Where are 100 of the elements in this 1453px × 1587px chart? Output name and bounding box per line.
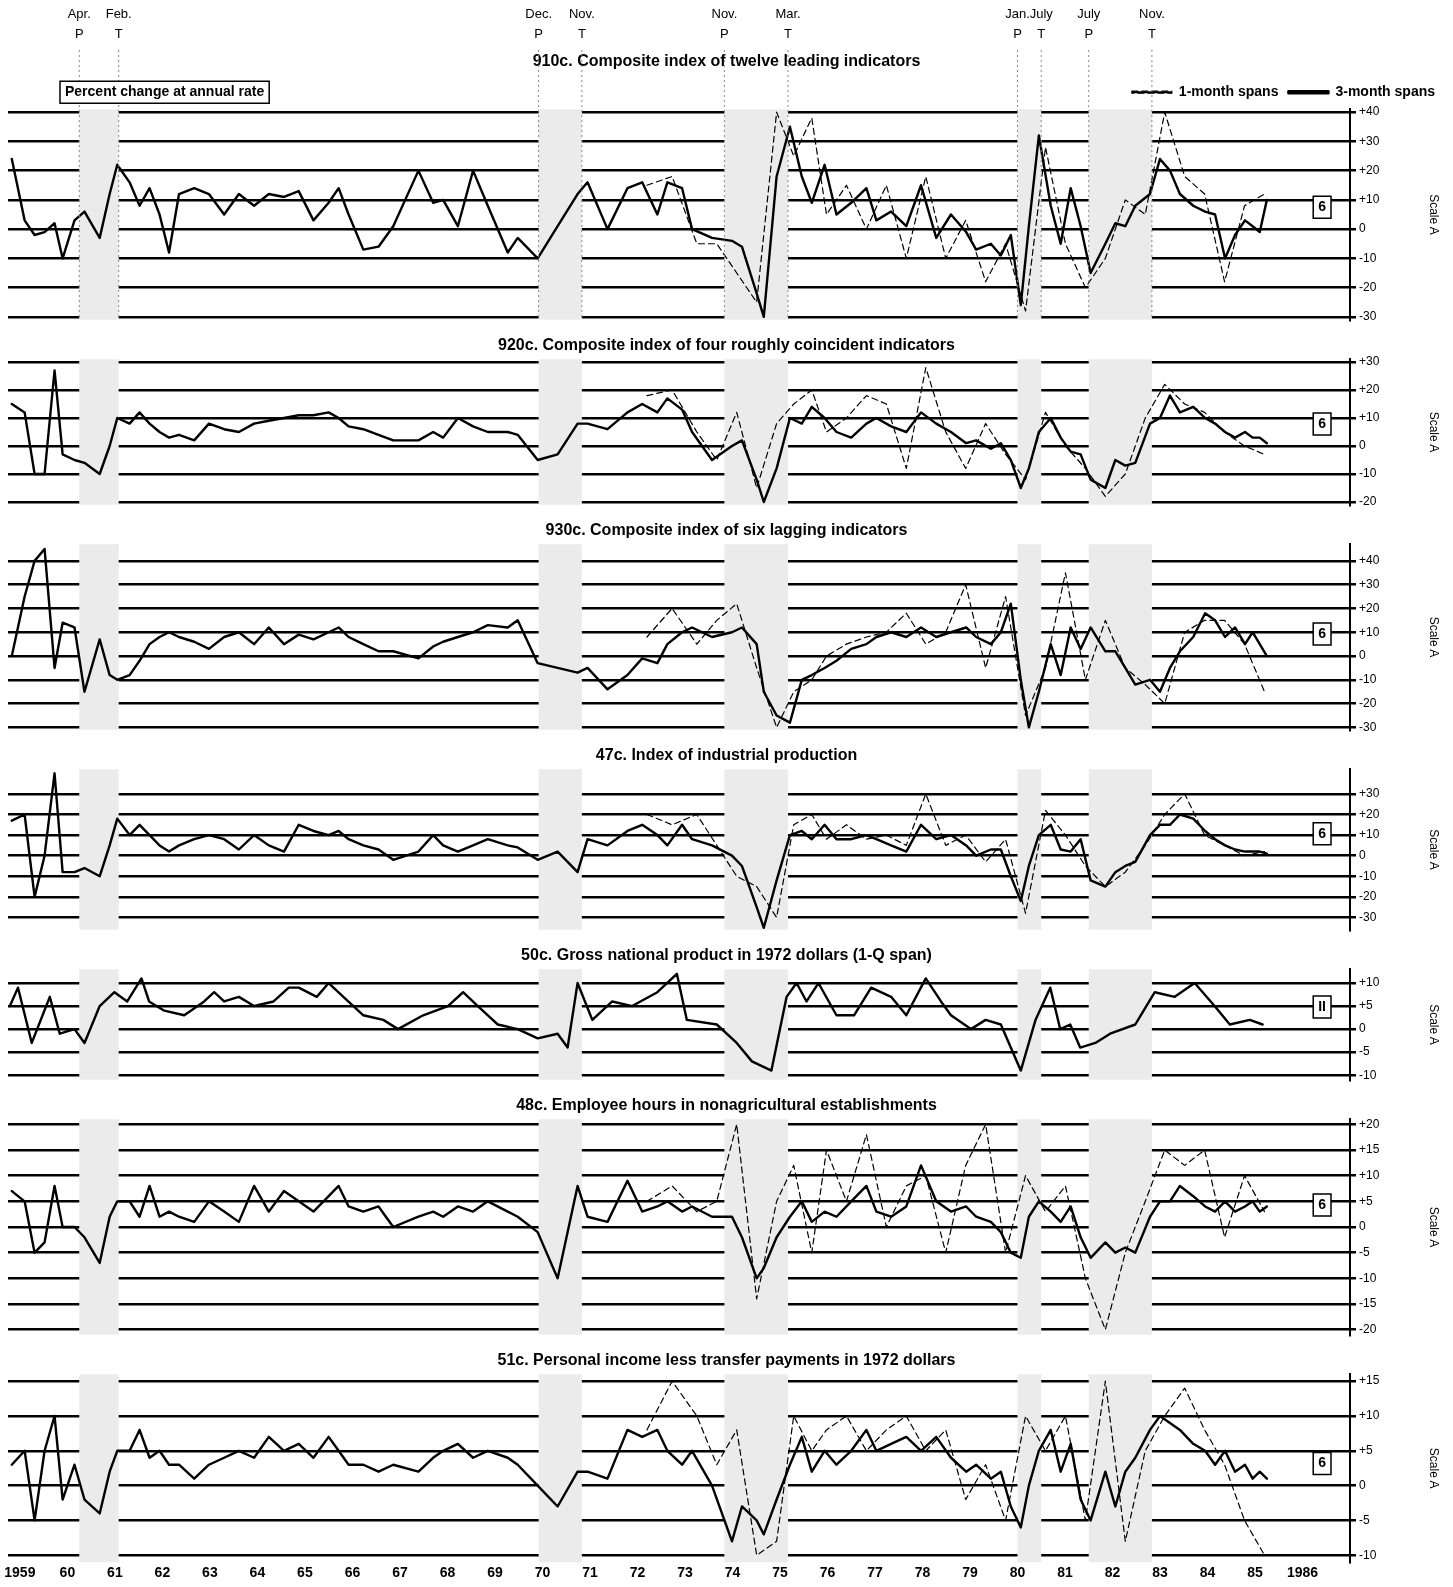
y-tick-label: -10 [1359,250,1377,265]
y-tick-label: -10 [1359,672,1377,687]
y-tick-label: +5 [1359,1443,1374,1458]
x-tick-label: 77 [867,1564,883,1581]
y-tick-label: +10 [1359,1167,1380,1182]
y-tick-label: -5 [1359,1512,1370,1527]
x-tick-label: 71 [582,1564,598,1581]
y-tick-label: +20 [1359,806,1380,821]
x-tick-label: 70 [534,1564,551,1581]
y-axis-title: Scale A [1427,1004,1442,1045]
y-tick-label: +30 [1359,576,1380,591]
x-tick-label: 82 [1104,1564,1121,1581]
legend-label: 1-month spans [1178,83,1279,100]
y-tick-label: -20 [1359,494,1377,509]
x-tick-label: 67 [392,1564,408,1581]
x-tick-label: 66 [344,1564,361,1581]
y-tick-label: -10 [1359,1270,1377,1285]
y-tick-label: +10 [1359,410,1380,425]
y-tick-label: 0 [1359,1021,1366,1036]
text: Percent change at annual rate [65,83,265,100]
y-tick-label: +30 [1359,133,1380,148]
x-tick-label: 1986 [1286,1564,1319,1581]
y-axis-title: Scale A [1427,194,1442,235]
ref-line-label: Nov. P [711,6,738,42]
x-tick-label: 85 [1247,1564,1263,1581]
chart-title: 48c. Employee hours in nonagricultural establishments [516,1096,937,1114]
chart-title: 47c. Index of industrial production [595,746,858,764]
y-tick-label: -30 [1359,719,1377,734]
chart-title: 910c. Composite index of twelve leading indicators [532,52,921,70]
y-tick-label: -10 [1359,1067,1377,1082]
annotation: 6 [1318,197,1327,214]
ref-line-label: Nov. T [568,6,595,42]
y-tick-label: 0 [1359,1477,1366,1492]
y-tick-label: 0 [1359,847,1366,862]
y-tick-label: -20 [1359,279,1377,294]
ref-line-label: July P [1077,6,1101,42]
annotation: 6 [1318,824,1327,841]
y-tick-label: +20 [1359,382,1380,397]
chart-title: 930c. Composite index of six lagging indicators [545,521,908,539]
y-tick-label: +10 [1359,827,1380,842]
x-tick-label: 68 [439,1564,456,1581]
x-tick-label: 65 [297,1564,313,1581]
y-tick-label: +30 [1359,354,1380,369]
chart-title: 51c. Personal income less transfer payments in 1972 dollars [497,1351,956,1369]
y-tick-label: +40 [1359,104,1380,119]
x-tick-label: 75 [772,1564,788,1581]
y-tick-label: 0 [1359,1219,1366,1234]
annotation: 6 [1318,414,1327,431]
x-tick-label: 81 [1057,1564,1073,1581]
y-tick-label: +30 [1359,786,1380,801]
y-tick-label: -15 [1359,1296,1377,1311]
x-tick-label: 83 [1152,1564,1168,1581]
y-tick-label: +15 [1359,1373,1380,1388]
y-tick-label: +20 [1359,162,1380,177]
ref-line-label: Feb. T [105,6,132,42]
x-tick-label: 72 [629,1564,646,1581]
ref-line-label: Dec. P [525,6,552,42]
annotation: II [1318,997,1326,1014]
y-tick-label: +10 [1359,192,1380,207]
x-tick-label: 69 [487,1564,503,1581]
ref-line-label: July T [1029,6,1054,42]
y-tick-label: +15 [1359,1142,1380,1157]
x-tick-label: 84 [1199,1564,1216,1581]
x-tick-label: 63 [202,1564,218,1581]
y-axis-title: Scale A [1427,411,1442,453]
y-tick-label: -30 [1359,309,1377,324]
y-tick-label: -10 [1359,466,1377,481]
y-tick-label: +10 [1359,624,1380,639]
y-tick-label: -20 [1359,1321,1377,1336]
x-tick-label: 78 [914,1564,931,1581]
x-tick-label: 80 [1009,1564,1026,1581]
y-tick-label: 0 [1359,438,1366,453]
ref-line-label: Apr. P [67,6,91,42]
annotation: 6 [1318,624,1327,641]
y-tick-label: 0 [1359,221,1366,236]
x-tick-label: 64 [249,1564,266,1581]
y-tick-label: -10 [1359,1547,1377,1562]
y-tick-label: +20 [1359,600,1380,615]
y-axis-title: Scale A [1427,1206,1442,1248]
legend-label: 3-month spans [1335,83,1436,100]
ref-line-label: Mar. T [775,6,801,42]
x-tick-label: 74 [724,1564,741,1581]
y-tick-label: 0 [1359,648,1366,663]
y-tick-label: +5 [1359,1193,1374,1208]
annotation: 6 [1318,1454,1327,1471]
annotation: 6 [1318,1195,1327,1212]
y-axis-title: Scale A [1427,829,1442,870]
y-tick-label: +10 [1359,975,1380,990]
x-tick-label: 76 [819,1564,836,1581]
y-tick-label: -20 [1359,889,1377,904]
y-tick-label: -5 [1359,1244,1370,1259]
ref-line-label: Nov. T [1139,6,1165,42]
chart-title: 50c. Gross national product in 1972 dollars (1-Q span) [521,946,932,964]
x-tick-label: 73 [677,1564,693,1581]
y-axis-title: Scale A [1427,1447,1442,1489]
y-tick-label: +10 [1359,1408,1380,1423]
x-tick-label: 61 [107,1564,123,1581]
y-tick-label: -30 [1359,909,1377,924]
y-tick-label: -10 [1359,868,1377,883]
x-tick-label: 60 [59,1564,76,1581]
